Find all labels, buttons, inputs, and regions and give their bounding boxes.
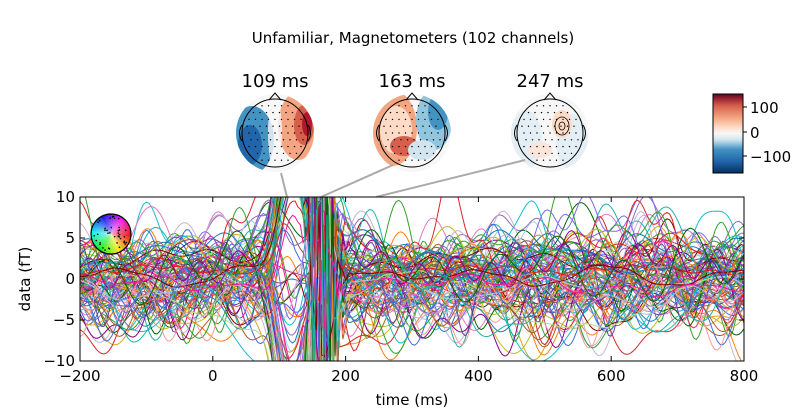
chart-title: Unfamiliar, Magnetometers (102 channels) [252, 29, 574, 47]
connector-line-163 [321, 165, 393, 197]
x-tick-label: 800 [730, 367, 759, 385]
y-tick-label: 0 [65, 270, 75, 288]
topomap-label-163: 163 ms [379, 71, 446, 92]
colorbar-tick-neg100: −100 [750, 148, 791, 166]
colorbar-tick-100: 100 [750, 99, 779, 117]
x-tick-label: 600 [597, 367, 626, 385]
sensor-legend [91, 214, 131, 254]
y-tick-label: 5 [65, 229, 75, 247]
topomap-label-109: 109 ms [242, 71, 309, 92]
plot-area [80, 0, 744, 420]
x-tick-label: 200 [331, 367, 360, 385]
connector-line-109 [281, 173, 287, 197]
y-tick-label: −10 [43, 352, 75, 370]
topomap-163 [367, 90, 452, 172]
y-tick-label: 10 [56, 188, 75, 206]
x-tick-label: 0 [208, 367, 218, 385]
x-tick-label: 400 [464, 367, 493, 385]
y-tick-label: −5 [53, 311, 75, 329]
colorbar: 100 0 −100 [713, 94, 791, 173]
x-axis-label: time (ms) [376, 391, 449, 409]
topomap-109 [230, 92, 318, 174]
topomap-label-247: 247 ms [517, 71, 584, 92]
colorbar-tick-0: 0 [750, 124, 760, 142]
y-axis-label: data (fT) [16, 247, 34, 312]
